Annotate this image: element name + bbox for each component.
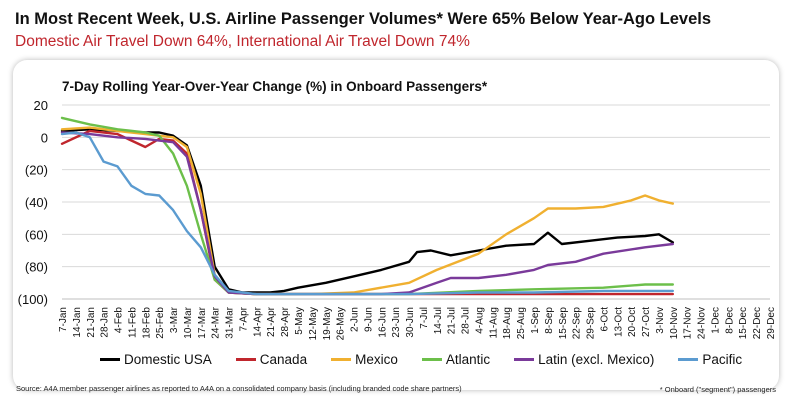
legend-label: Domestic USA xyxy=(124,352,212,367)
legend-item: Atlantic xyxy=(421,352,491,367)
x-tick-label: 29-Dec xyxy=(766,307,777,339)
x-tick-label: 4-Feb xyxy=(114,307,125,334)
x-tick-label: 15-Sep xyxy=(558,307,569,340)
x-tick-label: 7-Jan xyxy=(58,307,69,332)
x-tick-label: 9-Jun xyxy=(363,307,374,332)
x-tick-label: 8-Dec xyxy=(724,307,735,334)
x-tick-label: 14-Jan xyxy=(72,307,83,338)
y-tick-label: (60) xyxy=(25,227,48,242)
x-tick-label: 22-Dec xyxy=(752,307,763,339)
x-tick-label: 24-Mar xyxy=(211,306,222,338)
x-tick-label: 28-Apr xyxy=(280,306,291,337)
x-tick-label: 24-Nov xyxy=(697,307,708,339)
legend-swatch xyxy=(235,358,256,361)
series-line-canada xyxy=(60,129,674,296)
x-tick-label: 20-Oct xyxy=(627,307,638,337)
x-tick-label: 3-Nov xyxy=(655,307,666,334)
series-line-atlantic xyxy=(60,116,674,296)
x-tick-label: 21-Jan xyxy=(86,307,97,338)
x-tick-label: 15-Dec xyxy=(738,307,749,339)
x-tick-label: 17-Mar xyxy=(197,306,208,338)
chart-title: 7-Day Rolling Year-Over-Year Change (%) … xyxy=(62,79,488,94)
legend-label: Latin (excl. Mexico) xyxy=(538,352,655,367)
y-tick-label: 20 xyxy=(34,98,48,113)
x-tick-label: 7-Jul xyxy=(419,307,430,329)
x-tick-label: 14-Apr xyxy=(252,306,263,337)
chart-panel xyxy=(13,60,779,390)
legend-swatch xyxy=(421,358,442,361)
legend-label: Canada xyxy=(259,352,308,367)
legend-swatch xyxy=(514,358,535,361)
legend-label: Mexico xyxy=(355,352,398,367)
series-line-mexico xyxy=(60,126,674,296)
x-tick-label: 30-Jun xyxy=(405,307,416,338)
legend-item: Latin (excl. Mexico) xyxy=(514,352,654,367)
x-tick-label: 10-Nov xyxy=(669,307,680,339)
x-tick-label: 16-Jun xyxy=(377,307,388,338)
x-tick-label: 18-Aug xyxy=(502,307,513,339)
x-tick-label: 25-Feb xyxy=(155,307,166,339)
legend-item: Canada xyxy=(235,352,308,367)
legend-item: Domestic USA xyxy=(100,352,212,367)
footnote: * Onboard ("segment") passengers xyxy=(659,385,776,394)
x-tick-label: 27-Oct xyxy=(641,307,652,337)
x-tick-label: 26-May xyxy=(336,307,347,340)
x-tick-label: 18-Feb xyxy=(141,307,152,339)
legend-item: Mexico xyxy=(331,352,398,367)
x-tick-label: 31-Mar xyxy=(225,306,236,338)
x-tick-label: 25-Aug xyxy=(516,307,527,339)
x-tick-label: 5-May xyxy=(294,307,305,335)
x-tick-label: 28-Jul xyxy=(461,307,472,334)
x-tick-label: 13-Oct xyxy=(613,307,624,337)
x-tick-label: 21-Apr xyxy=(266,306,277,337)
x-tick-label: 11-Aug xyxy=(488,307,499,339)
x-tick-label: 1-Sep xyxy=(530,307,541,334)
legend-swatch xyxy=(331,358,352,361)
page-subtitle: Domestic Air Travel Down 64%, Internatio… xyxy=(15,33,470,50)
series-line-latin-excl-mexico xyxy=(60,131,674,296)
x-tick-label: 2-Jun xyxy=(350,307,361,332)
x-tick-label: 22-Sep xyxy=(572,307,583,340)
x-tick-label: 19-May xyxy=(322,307,333,340)
legend-label: Atlantic xyxy=(445,352,491,367)
x-tick-label: 12-May xyxy=(308,307,319,340)
y-tick-label: (80) xyxy=(25,260,48,275)
legend-swatch xyxy=(678,358,699,361)
x-tick-label: 29-Sep xyxy=(586,307,597,340)
x-tick-label: 4-Aug xyxy=(474,307,485,334)
y-tick-label: 0 xyxy=(41,130,48,145)
x-tick-label: 28-Jan xyxy=(100,307,111,338)
x-tick-label: 17-Nov xyxy=(683,307,694,339)
x-tick-label: 23-Jun xyxy=(391,307,402,338)
x-tick-label: 21-Jul xyxy=(447,307,458,334)
source-note: Source: A4A member passenger airlines as… xyxy=(16,384,462,393)
series-line-pacific xyxy=(60,131,674,296)
x-tick-label: 14-Jul xyxy=(433,307,444,334)
legend-swatch xyxy=(100,358,120,361)
legend-label: Pacific xyxy=(702,352,743,367)
series-line-domestic-usa xyxy=(60,128,674,294)
page-title: In Most Recent Week, U.S. Airline Passen… xyxy=(15,10,712,28)
x-tick-label: 3-Mar xyxy=(169,306,180,333)
legend-item: Pacific xyxy=(678,352,742,367)
x-tick-label: 8-Sep xyxy=(544,307,555,334)
x-tick-label: 10-Mar xyxy=(183,306,194,338)
y-tick-label: (20) xyxy=(25,163,48,178)
x-tick-label: 11-Feb xyxy=(127,307,138,338)
x-tick-label: 6-Oct xyxy=(599,307,610,332)
y-tick-label: (40) xyxy=(25,195,48,210)
chart-legend: Domestic USA Canada Mexico Atlantic Latin (e… xyxy=(100,352,766,367)
y-tick-label: (100) xyxy=(18,292,48,307)
x-tick-label: 7-Apr xyxy=(238,306,249,331)
x-tick-label: 1-Dec xyxy=(710,307,721,334)
